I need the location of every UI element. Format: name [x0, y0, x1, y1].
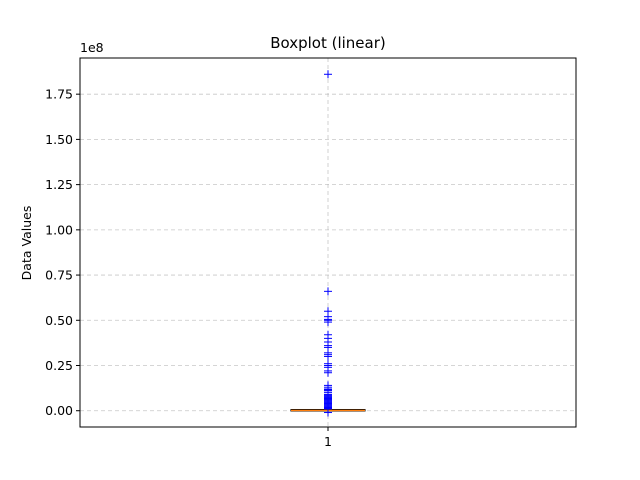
y-tick-label: 1.25 — [45, 177, 73, 192]
x-tick-label: 1 — [324, 434, 332, 449]
y-tick-label: 0.25 — [45, 358, 73, 373]
outlier-point — [324, 287, 332, 296]
chart-title: Boxplot (linear) — [270, 34, 386, 52]
y-tick-label: 0.75 — [45, 268, 73, 283]
x-axis-ticks: 1 — [324, 427, 332, 449]
y-tick-label: 1.50 — [45, 132, 73, 147]
y-axis-ticks: 0.00 0.25 0.50 0.75 1.00 1.25 1.50 1.75 — [45, 87, 80, 418]
y-axis-offset-label: 1e8 — [80, 40, 104, 55]
y-tick-label: 1.75 — [45, 87, 73, 102]
y-tick-label: 0.50 — [45, 313, 73, 328]
y-tick-label: 1.00 — [45, 222, 73, 237]
outlier-point — [324, 318, 332, 327]
outlier-point — [324, 408, 332, 417]
y-axis-label: Data Values — [19, 206, 34, 281]
outlier-markers — [324, 70, 332, 417]
outlier-point — [324, 352, 332, 361]
outlier-point — [324, 70, 332, 79]
outlier-point — [324, 368, 332, 377]
y-tick-label: 0.00 — [45, 403, 73, 418]
